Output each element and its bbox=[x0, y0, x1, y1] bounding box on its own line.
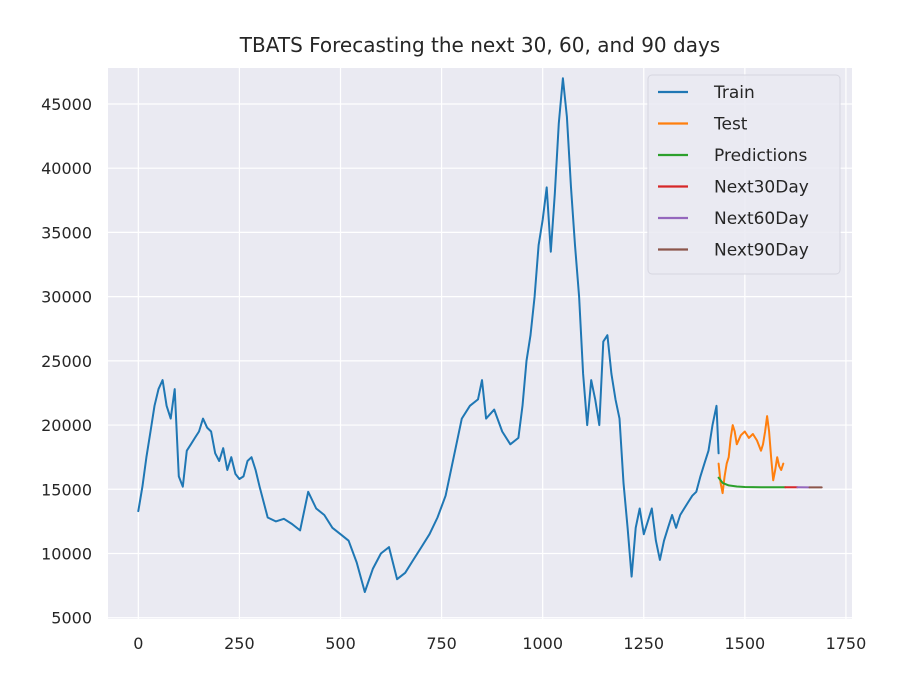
legend-label-test: Test bbox=[713, 115, 748, 135]
x-tick-label: 1000 bbox=[522, 634, 563, 653]
y-tick-label: 20000 bbox=[41, 416, 92, 435]
x-tick-label: 750 bbox=[426, 634, 457, 653]
x-tick-label: 1500 bbox=[724, 634, 765, 653]
x-tick-label: 1250 bbox=[623, 634, 664, 653]
legend-label-train: Train bbox=[713, 83, 755, 103]
x-tick-label: 0 bbox=[133, 634, 143, 653]
x-tick-label: 250 bbox=[224, 634, 255, 653]
legend-label-predictions: Predictions bbox=[714, 146, 807, 166]
y-tick-label: 5000 bbox=[51, 609, 92, 628]
y-tick-label: 35000 bbox=[41, 223, 92, 242]
legend-label-next90day: Next90Day bbox=[714, 241, 809, 261]
chart-title: TBATS Forecasting the next 30, 60, and 9… bbox=[239, 33, 720, 57]
legend-label-next30day: Next30Day bbox=[714, 178, 809, 198]
y-tick-label: 25000 bbox=[41, 352, 92, 371]
x-tick-label: 1750 bbox=[826, 634, 867, 653]
y-tick-label: 45000 bbox=[41, 95, 92, 114]
y-tick-label: 10000 bbox=[41, 544, 92, 563]
y-tick-label: 30000 bbox=[41, 288, 92, 307]
x-tick-label: 500 bbox=[325, 634, 356, 653]
legend-label-next60day: Next60Day bbox=[714, 209, 809, 229]
y-tick-label: 15000 bbox=[41, 480, 92, 499]
y-tick-label: 40000 bbox=[41, 159, 92, 178]
